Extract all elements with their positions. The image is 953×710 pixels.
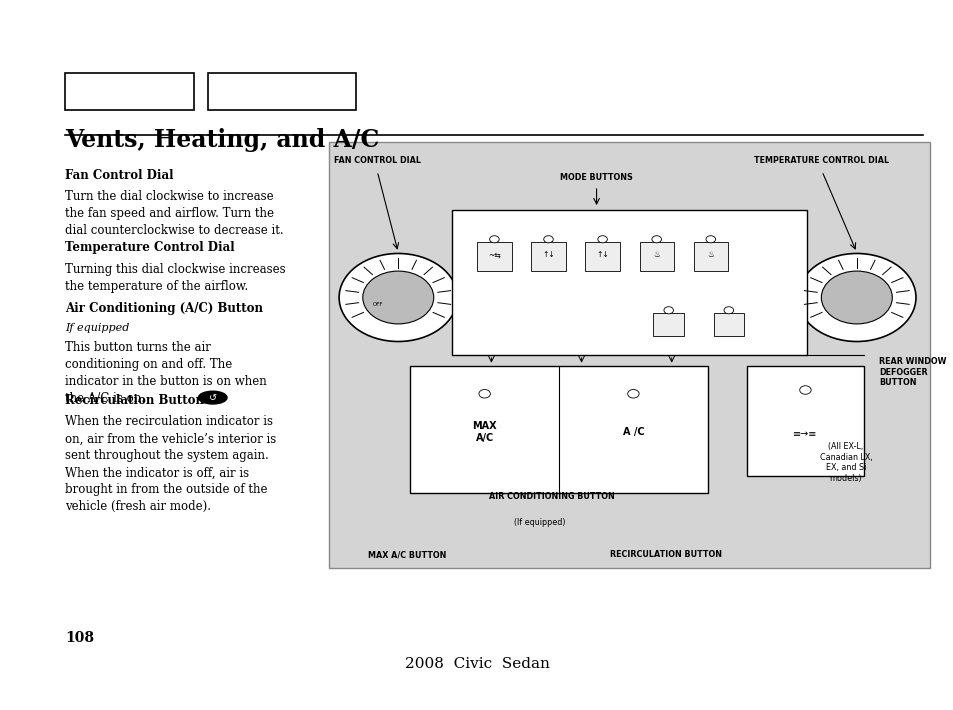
Text: Vents, Heating, and A/C: Vents, Heating, and A/C	[65, 128, 378, 152]
Circle shape	[362, 271, 434, 324]
Text: 2008  Civic  Sedan: 2008 Civic Sedan	[404, 657, 549, 671]
Text: MAX A/C BUTTON: MAX A/C BUTTON	[368, 550, 446, 559]
FancyBboxPatch shape	[713, 313, 743, 336]
Circle shape	[723, 307, 733, 314]
Circle shape	[598, 236, 607, 243]
Circle shape	[821, 271, 891, 324]
Text: MODE BUTTONS: MODE BUTTONS	[559, 173, 633, 182]
Text: RECIRCULATION BUTTON: RECIRCULATION BUTTON	[609, 550, 721, 559]
Circle shape	[338, 253, 456, 342]
Text: This button turns the air
conditioning on and off. The
indicator in the button i: This button turns the air conditioning o…	[65, 341, 266, 405]
Text: ~⇆: ~⇆	[488, 251, 500, 259]
FancyBboxPatch shape	[452, 210, 806, 355]
FancyBboxPatch shape	[639, 242, 673, 271]
FancyBboxPatch shape	[476, 242, 511, 271]
FancyBboxPatch shape	[653, 313, 683, 336]
FancyBboxPatch shape	[410, 366, 707, 493]
Text: AIR CONDITIONING BUTTON: AIR CONDITIONING BUTTON	[488, 492, 614, 501]
Text: A /C: A /C	[622, 427, 643, 437]
FancyBboxPatch shape	[531, 242, 565, 271]
FancyBboxPatch shape	[693, 242, 727, 271]
Circle shape	[797, 253, 915, 342]
Circle shape	[705, 236, 715, 243]
Text: REAR WINDOW
DEFOGGER
BUTTON: REAR WINDOW DEFOGGER BUTTON	[878, 357, 945, 387]
Text: OFF: OFF	[372, 302, 382, 307]
Text: 108: 108	[65, 630, 93, 645]
Circle shape	[799, 386, 810, 394]
FancyBboxPatch shape	[585, 242, 619, 271]
FancyBboxPatch shape	[329, 142, 929, 568]
Text: ↑↓: ↑↓	[541, 251, 555, 259]
Text: TEMPERATURE CONTROL DIAL: TEMPERATURE CONTROL DIAL	[754, 156, 888, 165]
Text: Recirculation Button: Recirculation Button	[65, 394, 204, 407]
Text: ↺: ↺	[209, 393, 216, 403]
Text: (All EX-L,
Canadian LX,
EX, and Si
models): (All EX-L, Canadian LX, EX, and Si model…	[819, 442, 871, 483]
Text: Air Conditioning (A/C) Button: Air Conditioning (A/C) Button	[65, 302, 263, 315]
Text: If equipped: If equipped	[65, 323, 129, 333]
Text: MAX
A/C: MAX A/C	[472, 421, 497, 443]
Circle shape	[651, 236, 660, 243]
FancyBboxPatch shape	[208, 73, 355, 110]
Text: ≡→≡: ≡→≡	[792, 430, 817, 439]
Text: ↑↓: ↑↓	[596, 251, 608, 259]
Circle shape	[663, 307, 673, 314]
Text: (If equipped): (If equipped)	[514, 518, 564, 527]
Ellipse shape	[198, 391, 227, 404]
Text: FAN CONTROL DIAL: FAN CONTROL DIAL	[334, 156, 420, 165]
Text: Turn the dial clockwise to increase
the fan speed and airflow. Turn the
dial cou: Turn the dial clockwise to increase the …	[65, 190, 283, 237]
FancyBboxPatch shape	[746, 366, 863, 476]
Text: ♨: ♨	[653, 251, 659, 259]
Circle shape	[543, 236, 553, 243]
FancyBboxPatch shape	[65, 73, 193, 110]
Text: Turning this dial clockwise increases
the temperature of the airflow.: Turning this dial clockwise increases th…	[65, 263, 285, 293]
Text: When the recirculation indicator is
on, air from the vehicle’s interior is
sent : When the recirculation indicator is on, …	[65, 415, 275, 513]
Circle shape	[489, 236, 498, 243]
Text: Fan Control Dial: Fan Control Dial	[65, 169, 173, 182]
Text: Temperature Control Dial: Temperature Control Dial	[65, 241, 234, 254]
Circle shape	[627, 390, 639, 398]
Text: ♨: ♨	[706, 251, 714, 259]
Circle shape	[478, 390, 490, 398]
